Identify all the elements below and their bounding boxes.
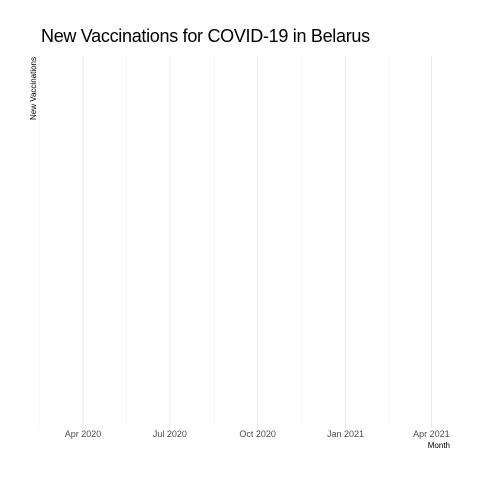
x-tick-label: Apr 2021 (413, 429, 450, 439)
major-gridlines (82, 56, 432, 428)
x-tick-labels: Apr 2020 Jul 2020 Oct 2020 Jan 2021 Apr 2021 (65, 429, 450, 439)
x-tick-label: Oct 2020 (239, 429, 276, 439)
x-tick-label: Apr 2020 (65, 429, 102, 439)
minor-gridlines (38, 56, 389, 428)
x-tick-label: Jul 2020 (153, 429, 187, 439)
chart-title: New Vaccinations for COVID-19 in Belarus (41, 26, 370, 46)
x-tick-label: Jan 2021 (327, 429, 364, 439)
y-axis-title: New Vaccinations (29, 57, 38, 120)
x-axis-title: Month (428, 441, 450, 450)
